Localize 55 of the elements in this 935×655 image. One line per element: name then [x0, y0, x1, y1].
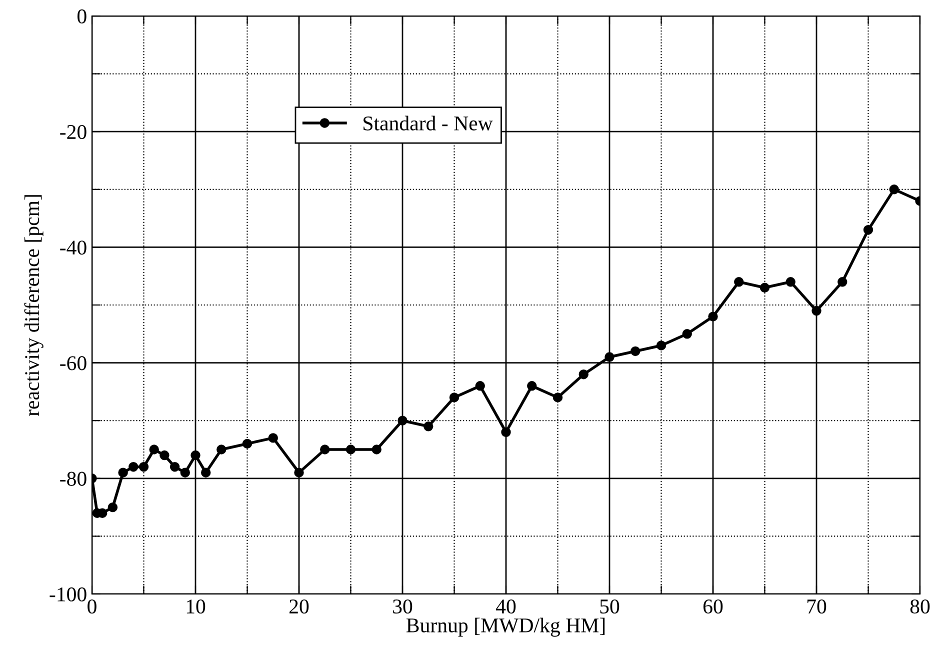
point: [138, 462, 149, 472]
point: [242, 438, 252, 449]
x-tick-label: 70: [807, 599, 826, 614]
point: [294, 468, 304, 478]
point: [118, 468, 128, 478]
point: [630, 346, 640, 356]
point: [190, 450, 200, 460]
point: [424, 422, 434, 432]
point: [346, 444, 356, 454]
point: [760, 282, 770, 293]
point: [838, 277, 848, 287]
point: [501, 427, 511, 438]
point: [320, 444, 330, 454]
x-tick-label: 0: [88, 599, 96, 614]
point: [889, 184, 899, 194]
x-tick-label: 60: [703, 599, 723, 614]
point: [216, 444, 226, 454]
point: [128, 462, 138, 472]
point: [708, 312, 718, 322]
y-tick-label: -20: [60, 124, 86, 140]
y-tick-label: -100: [50, 587, 86, 602]
x-tick-label: 40: [496, 599, 516, 614]
point: [200, 468, 211, 478]
point: [398, 416, 408, 426]
point: [682, 329, 692, 339]
point: [552, 392, 563, 402]
point: [786, 277, 796, 287]
point: [149, 444, 159, 454]
y-tick-label: -80: [60, 472, 86, 486]
point: [160, 450, 170, 460]
y-axis-title: reactivity difference [pcm]: [24, 195, 44, 416]
point: [656, 340, 666, 350]
point: [475, 381, 485, 391]
y-tick-label: -40: [60, 240, 86, 255]
x-tick-label: 50: [600, 599, 620, 614]
point: [108, 502, 118, 512]
x-tick-label: 30: [393, 599, 412, 614]
point: [604, 352, 614, 362]
point: [372, 444, 382, 454]
legend-label: Standard - New: [364, 116, 493, 130]
x-axis-title: Burnup [MWD/kg HM]: [406, 618, 605, 637]
x-tick-label: 80: [910, 599, 930, 614]
x-tick-label: 10: [186, 599, 206, 614]
point: [449, 392, 460, 402]
point: [268, 433, 278, 443]
point: [863, 225, 874, 235]
point: [180, 468, 190, 478]
y-tick-label: -60: [60, 356, 86, 370]
point: [527, 381, 537, 391]
point: [734, 277, 744, 287]
x-tick-label: 20: [290, 599, 309, 614]
point: [578, 370, 588, 380]
point: [812, 306, 822, 316]
y-tick-label: 0: [78, 9, 86, 24]
point: [170, 462, 180, 472]
